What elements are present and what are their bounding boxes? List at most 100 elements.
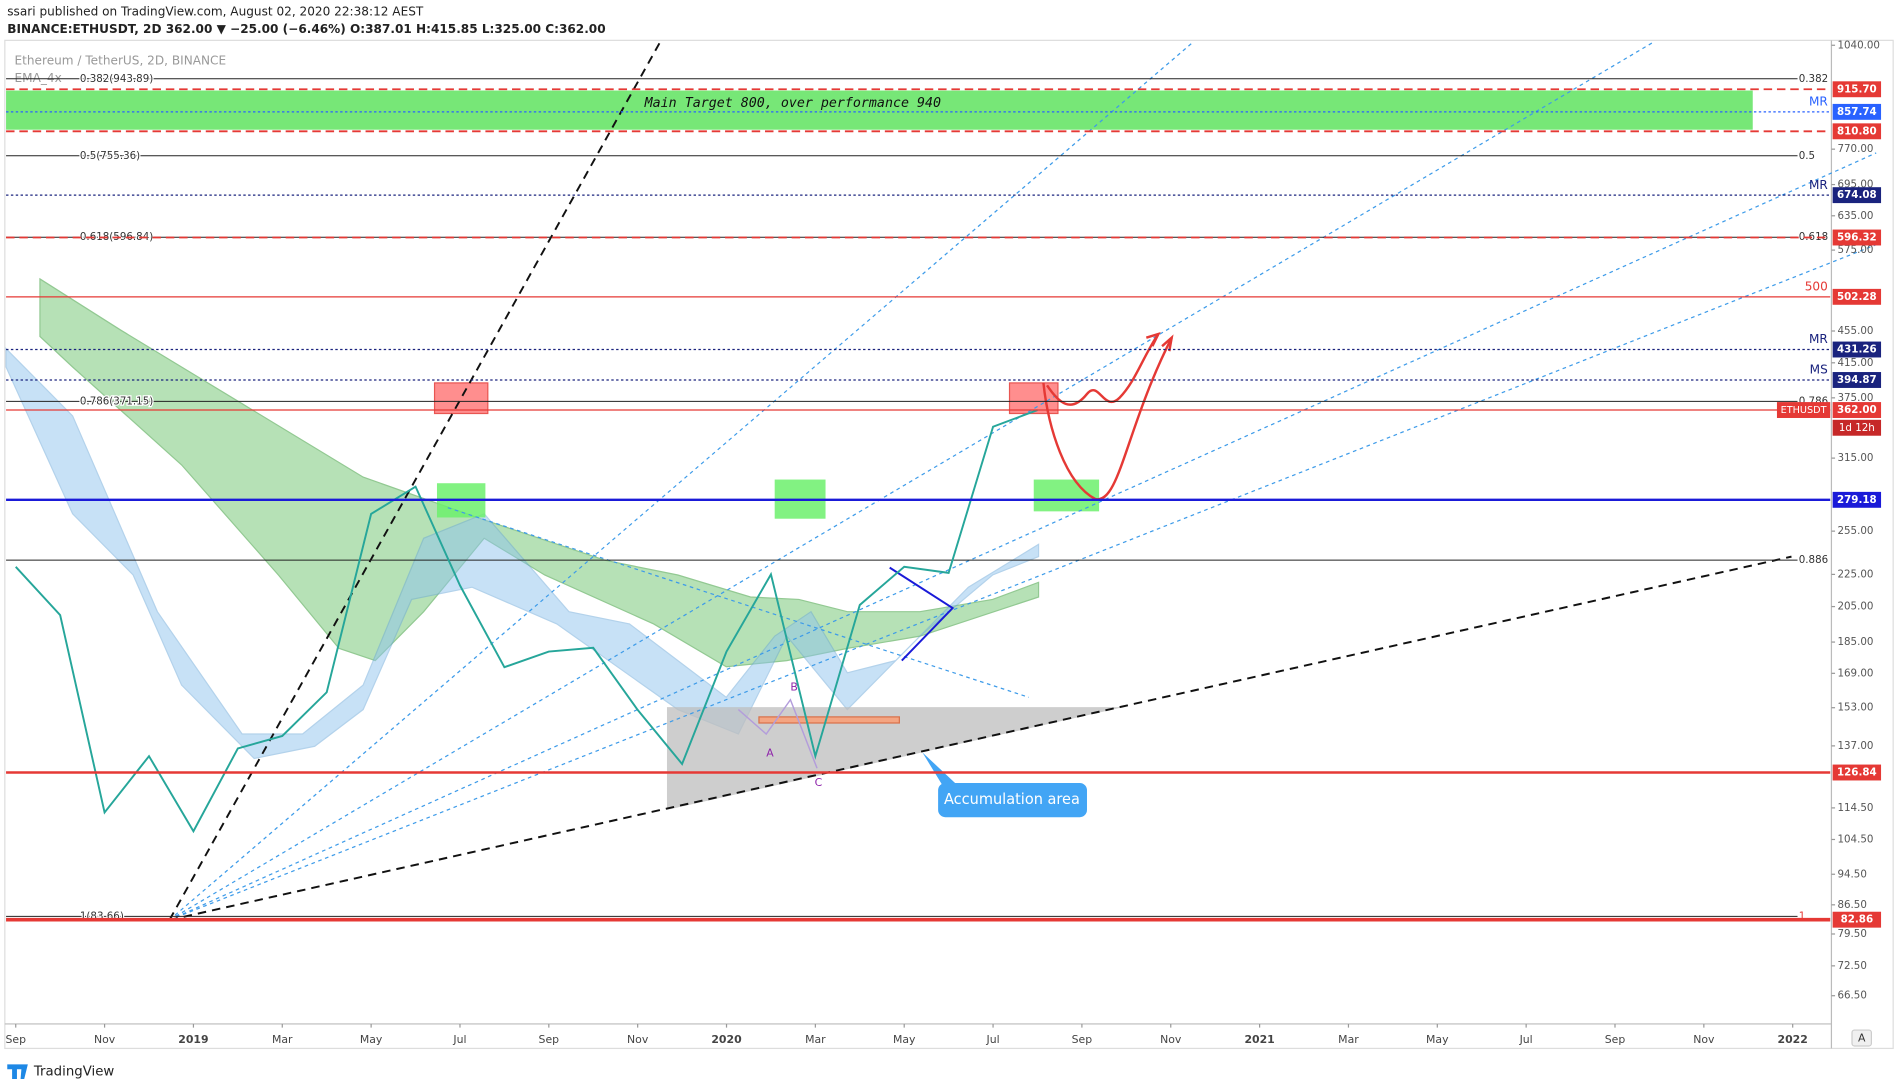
level-label-box	[1832, 341, 1882, 358]
price-line	[15, 409, 1038, 834]
x-tick-label: Mar	[272, 1033, 293, 1046]
auto-button[interactable]	[1851, 1029, 1872, 1047]
level-tag: MR	[1809, 178, 1828, 192]
x-tick-label: Nov	[94, 1033, 116, 1046]
callout-pointer	[922, 752, 957, 785]
fib-label: 0.382(943.89)	[80, 73, 153, 85]
x-tick-label: Mar	[1338, 1033, 1359, 1046]
forecast-path	[1046, 333, 1160, 406]
symbol-line: BINANCE:ETHUSDT, 2D 362.00 ▼ −25.00 (−6.…	[7, 22, 605, 36]
fib-right-label: 0.886	[1799, 554, 1828, 566]
y-tick-label: 770.00	[1837, 143, 1873, 155]
y-tick-label: 455.00	[1837, 325, 1873, 337]
x-tick-label: Mar	[805, 1033, 826, 1046]
level-label-box	[1832, 911, 1882, 928]
level-label: 810.80	[1837, 125, 1877, 137]
y-tick-label: 72.50	[1837, 960, 1866, 972]
level-label: 596.32	[1837, 231, 1877, 243]
level-label-box	[1832, 81, 1882, 98]
level-label-box	[1832, 123, 1882, 140]
x-tick-label: 2021	[1244, 1033, 1274, 1046]
level-label-box	[1832, 187, 1882, 204]
x-tick-label: Sep	[539, 1033, 560, 1046]
indicator-label: EMA_4x	[15, 71, 62, 85]
level-label: 857.74	[1837, 106, 1877, 118]
level-label-box	[1832, 229, 1882, 246]
wave-label: C	[815, 776, 823, 789]
triangle-pattern	[889, 566, 955, 662]
level-label: 502.28	[1837, 291, 1877, 303]
auto-button-label[interactable]: A	[1858, 1032, 1866, 1045]
y-tick-label: 66.50	[1837, 990, 1866, 1002]
level-tag: MS	[1810, 363, 1828, 377]
countdown: 1d 12h	[1839, 422, 1875, 434]
publisher: ssari published on TradingView.com, Augu…	[7, 5, 424, 19]
y-tick-label: 315.00	[1837, 452, 1873, 464]
x-tick-label: Sep	[5, 1033, 26, 1046]
y-tick-label: 137.00	[1837, 740, 1873, 752]
level-label: 431.26	[1837, 343, 1877, 355]
x-tick-label: Jul	[452, 1033, 466, 1046]
callout-text: Accumulation area	[944, 791, 1080, 808]
logo-icon	[7, 1064, 28, 1079]
level-label-box	[1832, 402, 1882, 418]
wave-label: B	[790, 680, 797, 693]
y-tick-label: 205.00	[1837, 601, 1873, 613]
y-tick-label: 79.50	[1837, 928, 1866, 940]
target-text: Main Target 800, over performance 940	[644, 96, 941, 111]
level-label: 362.00	[1837, 404, 1877, 416]
arrow-head	[1145, 331, 1161, 347]
trend-line	[169, 555, 1792, 921]
symbol-tag-box	[1776, 402, 1831, 418]
x-tick-label: Sep	[1605, 1033, 1626, 1046]
level-tag: MR	[1809, 95, 1828, 109]
x-tick-label: May	[1426, 1033, 1449, 1046]
y-tick-label: 104.50	[1837, 833, 1873, 845]
level-label: 279.18	[1837, 494, 1877, 506]
y-tick-label: 185.00	[1837, 636, 1873, 648]
x-tick-label: 2022	[1778, 1033, 1808, 1046]
x-tick-label: 2020	[711, 1033, 742, 1046]
fan-lines	[169, 42, 1877, 921]
fib-label: 0.5(755.36)	[80, 150, 140, 162]
fib-label: 0.786(371.15)	[80, 395, 153, 407]
countdown-box	[1832, 419, 1882, 436]
level-label: 82.86	[1841, 914, 1873, 926]
target-zone	[6, 90, 1753, 130]
level-tag: MR	[1809, 332, 1828, 346]
trend-line	[168, 42, 661, 921]
level-label-box	[1832, 764, 1882, 781]
x-tick-label: 2019	[178, 1033, 208, 1046]
arrow-head	[1161, 334, 1174, 352]
y-tick-label: 94.50	[1837, 868, 1866, 880]
level-tag: 500	[1805, 280, 1828, 294]
support-bar	[758, 716, 900, 724]
symbol-tag: ETHUSDT	[1781, 405, 1827, 416]
fib-right-label: 0.618	[1799, 231, 1828, 243]
level-label-box	[1832, 103, 1882, 120]
y-tick-label: 375.00	[1837, 392, 1873, 404]
y-tick-label: 635.00	[1837, 210, 1873, 222]
y-tick-label: 575.00	[1837, 244, 1873, 256]
y-tick-label: 255.00	[1837, 525, 1873, 537]
y-tick-label: 415.00	[1837, 357, 1873, 369]
x-tick-label: May	[360, 1033, 383, 1046]
x-tick-label: Sep	[1072, 1033, 1093, 1046]
callout	[938, 782, 1087, 818]
y-tick-label: 153.00	[1837, 702, 1873, 714]
ema-cloud-blue	[5, 347, 1040, 760]
level-label: 394.87	[1837, 374, 1877, 386]
level-label: 126.84	[1837, 766, 1877, 778]
x-tick-label: Jul	[1519, 1033, 1533, 1046]
x-tick-label: Nov	[1160, 1033, 1182, 1046]
level-label-box	[1832, 491, 1882, 508]
fib-right-label: 0.5	[1799, 150, 1815, 162]
y-tick-label: 114.50	[1837, 802, 1873, 814]
level-label-box	[1832, 288, 1882, 305]
level-label-box	[1832, 372, 1882, 388]
abc-path	[737, 698, 818, 769]
x-tick-label: Nov	[1693, 1033, 1715, 1046]
fib-right-label: 1	[1799, 910, 1806, 922]
wave-label: A	[766, 747, 774, 760]
